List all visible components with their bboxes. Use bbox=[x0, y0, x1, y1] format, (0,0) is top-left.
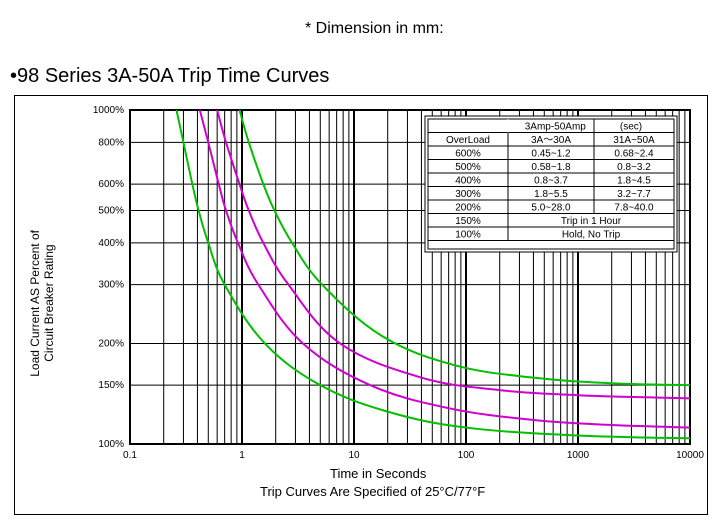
x-tick-label: 1 bbox=[239, 450, 245, 461]
chart-title: •98 Series 3A-50A Trip Time Curves bbox=[10, 65, 329, 88]
legend-title-units: (sec) bbox=[620, 122, 642, 133]
legend-cell: 500% bbox=[455, 162, 481, 173]
y-tick-label: 400% bbox=[98, 238, 124, 249]
y-axis-label: Load Current AS Percent ofCircuit Breake… bbox=[28, 230, 56, 377]
legend-cell: 3A～30A bbox=[531, 135, 571, 146]
y-tick-label: 1000% bbox=[93, 105, 124, 116]
y-tick-label: 800% bbox=[98, 137, 124, 148]
x-tick-label: 10 bbox=[348, 450, 360, 461]
legend-cell: 200% bbox=[455, 203, 481, 214]
legend-cell: 600% bbox=[455, 149, 481, 160]
dimension-note: * Dimension in mm: bbox=[305, 20, 444, 38]
legend-cell: 1.8~5.5 bbox=[534, 189, 568, 200]
legend-title: 3Amp-50Amp bbox=[525, 122, 587, 133]
page: * Dimension in mm: •98 Series 3A-50A Tri… bbox=[0, 0, 720, 530]
legend-cell: OverLoad bbox=[446, 135, 490, 146]
legend-cell: 150% bbox=[455, 216, 481, 227]
title-bullet: • bbox=[10, 65, 17, 87]
x-axis-label: Time in Seconds bbox=[330, 466, 426, 481]
legend-cell: 100% bbox=[455, 230, 481, 241]
legend-cell: Hold, No Trip bbox=[562, 230, 621, 241]
legend-cell: Trip in 1 Hour bbox=[561, 216, 622, 227]
trip-curve-plot: 0.1 1 10 100 1000 10000 100% 150% 200% 300% 400% 50… bbox=[15, 96, 707, 514]
legend-cell: 0.45~1.2 bbox=[531, 149, 571, 160]
x-tick-label: 0.1 bbox=[123, 450, 137, 461]
legend-cell: 7.8~40.0 bbox=[614, 203, 654, 214]
chart-frame: 0.1 1 10 100 1000 10000 100% 150% 200% 300% 400% 50… bbox=[14, 95, 708, 515]
legend-cell: 31A~50A bbox=[613, 135, 655, 146]
x-tick-label: 1000 bbox=[567, 450, 590, 461]
legend-cell: 0.58~1.8 bbox=[531, 162, 571, 173]
legend-cell: 0.8~3.2 bbox=[617, 162, 651, 173]
legend-cell: 3.2~7.7 bbox=[617, 189, 651, 200]
legend-cell: 300% bbox=[455, 189, 481, 200]
y-tick-label: 100% bbox=[98, 439, 124, 450]
y-tick-label: 150% bbox=[98, 380, 124, 391]
y-tick-label: 500% bbox=[98, 206, 124, 217]
legend-cell: 0.8~3.7 bbox=[534, 176, 568, 187]
legend-cell: 5.0~28.0 bbox=[531, 203, 571, 214]
x-tick-label: 100 bbox=[458, 450, 475, 461]
x-tick-label: 10000 bbox=[676, 450, 704, 461]
y-tick-label: 200% bbox=[98, 338, 124, 349]
title-text: 98 Series 3A-50A Trip Time Curves bbox=[17, 65, 329, 87]
y-tick-label: 300% bbox=[98, 280, 124, 291]
y-tick-label: 600% bbox=[98, 179, 124, 190]
legend-cell: 400% bbox=[455, 176, 481, 187]
legend-cell: 1.8~4.5 bbox=[617, 176, 651, 187]
legend-cell: 0.68~2.4 bbox=[614, 149, 654, 160]
chart-sublabel: Trip Curves Are Specified of 25°C/77°F bbox=[260, 484, 485, 499]
